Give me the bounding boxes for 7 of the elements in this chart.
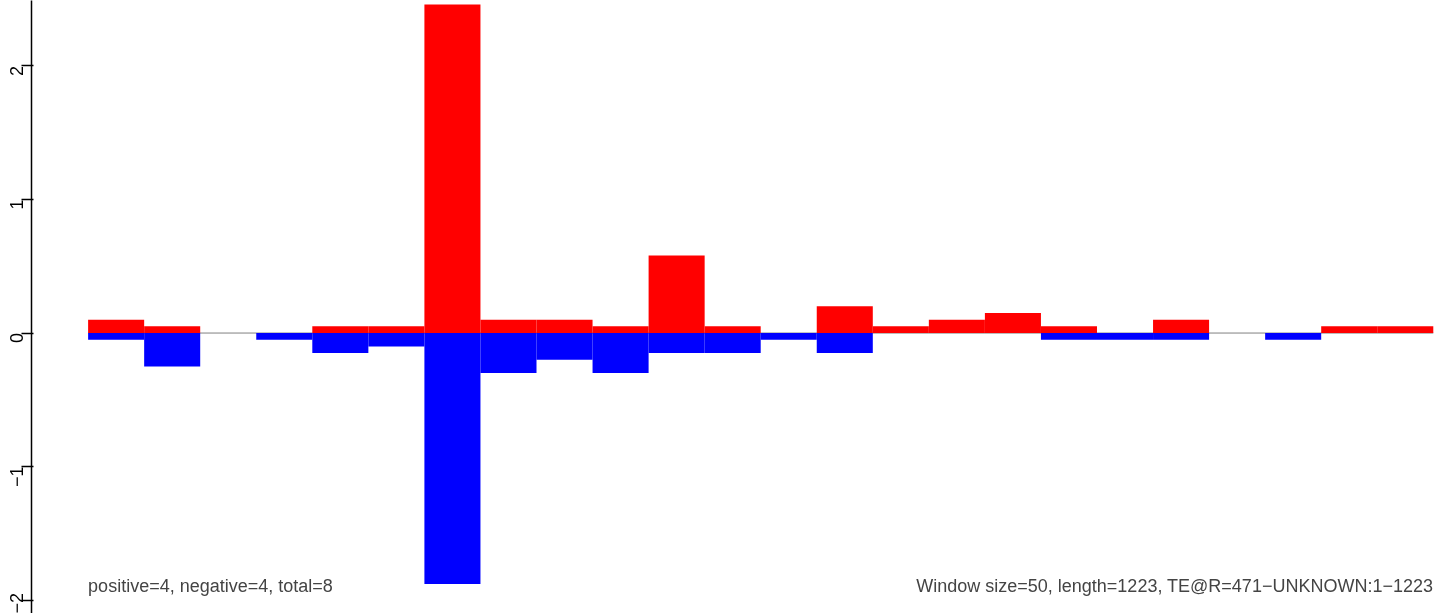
annotation: Window size=50, length=1223, TE@R=471−UNKNOWN:1−1223 bbox=[916, 575, 1433, 596]
y-tick-label: 2 bbox=[7, 65, 27, 76]
y-tick-label: −1 bbox=[7, 466, 27, 488]
y-tick-label: 0 bbox=[7, 333, 27, 344]
annotation: positive=4, negative=4, total=8 bbox=[88, 575, 333, 596]
y-tick-label: −2 bbox=[7, 592, 27, 613]
y-tick-label: 1 bbox=[7, 199, 27, 210]
